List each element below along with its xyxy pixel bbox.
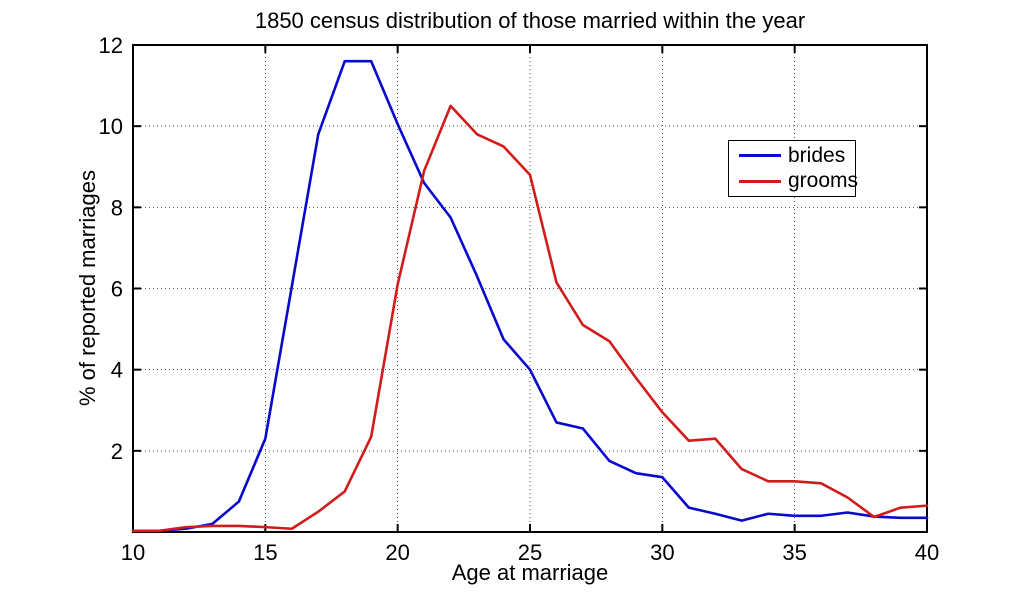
y-tick-label: 12 [99,33,123,58]
legend-entry-brides: brides [729,143,855,167]
grooms-line-sample [739,179,781,183]
y-tick-label: 6 [111,277,123,302]
series-line-grooms [131,104,929,533]
legend: brides grooms [728,140,859,197]
y-tick-label: 2 [111,439,123,464]
x-axis-label: Age at marriage [451,560,609,585]
legend-label-brides: brides [788,143,846,167]
x-tick-label: 40 [915,540,939,565]
series-line-brides [131,59,929,533]
x-tick-label: 30 [650,540,674,565]
chart-title: 1850 census distribution of those marrie… [254,8,806,33]
x-tick-label: 10 [121,540,145,565]
legend-entry-grooms: grooms [729,169,859,193]
x-tick-label: 15 [253,540,277,565]
x-tick-label: 35 [782,540,806,565]
y-tick-label: 8 [111,195,123,220]
x-tick-label: 20 [385,540,409,565]
legend-label-grooms: grooms [788,169,859,193]
brides-line-sample [739,154,781,158]
x-tick-label: 25 [518,540,542,565]
y-tick-label: 4 [111,358,123,383]
y-tick-label: 10 [99,114,123,139]
